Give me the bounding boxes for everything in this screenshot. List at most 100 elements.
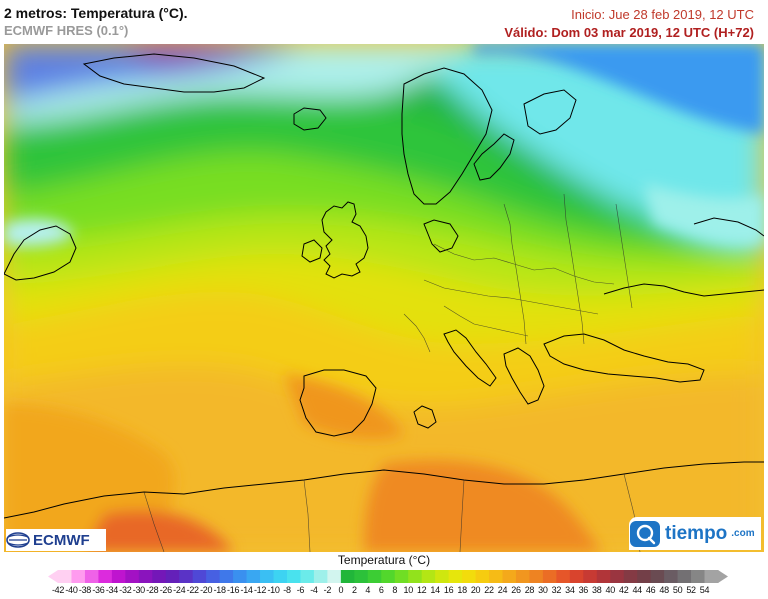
legend-tick: 40: [605, 585, 616, 595]
model-label: ECMWF HRES (0.1°): [4, 23, 129, 38]
legend-swatch: [273, 570, 288, 583]
legend-tick: -20: [200, 585, 213, 595]
legend-swatch: [286, 570, 301, 583]
legend-tick: -40: [65, 585, 78, 595]
legend-tick: -34: [105, 585, 118, 595]
legend-tick: 12: [416, 585, 427, 595]
legend-colorbar: [48, 570, 728, 583]
legend-tick: -30: [132, 585, 145, 595]
ecmwf-globe-icon: [6, 532, 30, 548]
legend-tick: 0: [338, 585, 344, 595]
temperature-shading: [4, 44, 764, 552]
legend-swatch: [435, 570, 450, 583]
legend-swatch: [596, 570, 611, 583]
legend-tick: -38: [78, 585, 91, 595]
header-right: Inicio: Jue 28 feb 2019, 12 UTC Válido: …: [504, 6, 754, 41]
legend-tick: 6: [378, 585, 384, 595]
header-left: 2 metros: Temperatura (°C). ECMWF HRES (…: [4, 4, 188, 39]
legend-tick: -24: [173, 585, 186, 595]
legend-swatch: [111, 570, 126, 583]
legend-tick: -22: [186, 585, 199, 595]
legend-swatch: [448, 570, 463, 583]
legend-swatch: [152, 570, 167, 583]
legend-swatch: [704, 570, 719, 583]
temperature-detail: [4, 44, 764, 552]
legend-tick: 16: [443, 585, 454, 595]
legend-swatch: [542, 570, 557, 583]
legend-swatch: [354, 570, 369, 583]
legend-swatch: [691, 570, 705, 583]
legend-tick: -12: [253, 585, 267, 595]
legend-tick: 44: [632, 585, 642, 595]
legend-tick: 54: [699, 585, 710, 595]
legend-swatch: [179, 570, 194, 583]
legend-swatch: [408, 570, 423, 583]
legend-tick: 2: [351, 585, 357, 595]
legend-tick: 46: [645, 585, 656, 595]
legend-tick: -36: [92, 585, 105, 595]
legend-tick: 20: [470, 585, 481, 595]
legend-tick: -26: [159, 585, 172, 595]
legend-swatch: [367, 570, 382, 583]
init-time: Inicio: Jue 28 feb 2019, 12 UTC: [571, 7, 754, 22]
legend-tick: 48: [659, 585, 669, 595]
legend-tick: 32: [551, 585, 562, 595]
legend-swatch: [71, 570, 86, 583]
tiempo-cloud-icon: [630, 520, 660, 547]
legend-tick: 18: [457, 585, 467, 595]
legend-tick-labels: -42 -40 -38 -36 -34 -32 -30 -28 -26 -24 -22 -20 -18-…: [48, 585, 728, 597]
legend-tick: 30: [538, 585, 548, 595]
legend-tick: -28: [146, 585, 159, 595]
legend-swatch: [246, 570, 261, 583]
legend-tick: 22: [484, 585, 494, 595]
legend-swatch: [677, 570, 692, 583]
legend-swatch: [98, 570, 113, 583]
legend-swatch: [233, 570, 247, 583]
tiempo-logo-suffix: .com: [731, 528, 755, 539]
ecmwf-logo-text: ECMWF: [33, 531, 90, 549]
legend-swatch: [58, 570, 72, 583]
tiempo-logo-text: tiempo: [665, 522, 728, 544]
legend-swatch: [664, 570, 678, 583]
legend-swatch: [138, 570, 153, 583]
borders: [143, 193, 641, 552]
legend-tick: 36: [578, 585, 589, 595]
legend-swatch: [192, 570, 207, 583]
legend-tick: -10: [267, 585, 280, 595]
legend-arrow-right: [718, 570, 728, 583]
legend-tick: -32: [119, 585, 132, 595]
legend-swatch: [84, 570, 99, 583]
tiempo-logo[interactable]: tiempo .com: [629, 517, 761, 550]
legend-tick: 4: [365, 585, 371, 595]
legend-swatch: [421, 570, 436, 583]
legend-tick: 34: [565, 585, 575, 595]
ecmwf-logo: ECMWF: [6, 529, 106, 551]
legend-swatch: [327, 570, 342, 583]
legend-tick: 50: [672, 585, 683, 595]
temperature-map[interactable]: [4, 44, 764, 552]
legend-swatch: [260, 570, 274, 583]
legend-swatch: [556, 570, 571, 583]
legend-tick: 24: [497, 585, 508, 595]
legend-swatch: [650, 570, 665, 583]
legend-swatch: [462, 570, 476, 583]
temperature-field: [4, 44, 764, 552]
legend-tick: 10: [403, 585, 413, 595]
legend-tick: -16: [227, 585, 240, 595]
legend-swatch: [583, 570, 598, 583]
legend-tick: 52: [686, 585, 696, 595]
legend-arrow-left: [48, 570, 58, 583]
coastlines: [4, 53, 764, 519]
legend-tick: -8: [283, 585, 291, 595]
legend-swatch: [219, 570, 234, 583]
valid-time: Válido: Dom 03 mar 2019, 12 UTC (H+72): [504, 25, 754, 40]
legend-swatch: [623, 570, 638, 583]
legend-swatch: [569, 570, 584, 583]
legend-swatch: [300, 570, 315, 583]
legend-swatch: [529, 570, 544, 583]
legend-swatch: [502, 570, 517, 583]
legend-swatch: [125, 570, 140, 583]
legend-swatch: [313, 570, 328, 583]
legend-tick: 26: [511, 585, 521, 595]
legend-tick: 42: [618, 585, 629, 595]
